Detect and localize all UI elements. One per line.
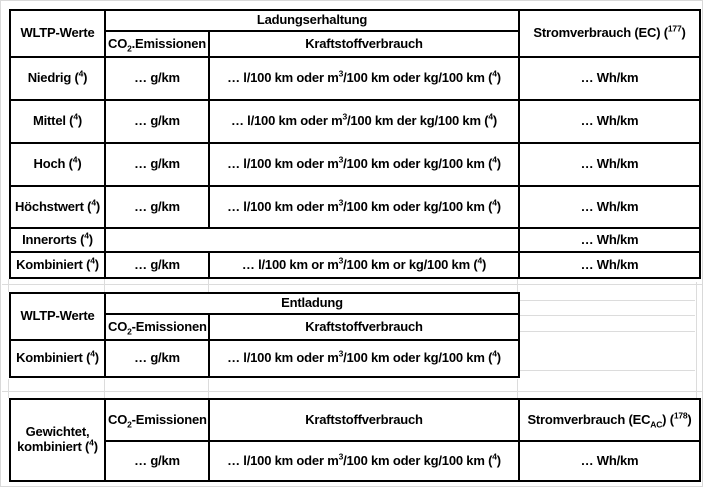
header-row-group: WLTP-Werte Entladung xyxy=(9,292,520,341)
table-gewichtet-kombiniert: Gewichtet, kombiniert (4) CO2-Emissionen… xyxy=(9,398,701,482)
cell-co2-value: … g/km xyxy=(104,99,210,144)
grid-line xyxy=(517,279,518,292)
label-line-2: kombiniert (4) xyxy=(17,437,98,454)
grid-line xyxy=(208,279,209,292)
grid-line xyxy=(2,284,702,285)
cell-ec-value: … Wh/km xyxy=(518,99,702,144)
cell-label-niedrig: Niedrig (4) xyxy=(9,56,106,101)
row-kombiniert: Kombiniert (4) … g/km … l/100 km oder m3… xyxy=(9,339,520,378)
header-kraftstoffverbrauch: Kraftstoffverbrauch xyxy=(208,313,520,341)
cell-ec-value: … Wh/km xyxy=(518,56,702,101)
cell-fuel-value: … l/100 km or m3/100 km or kg/100 km (4) xyxy=(207,251,521,279)
header-co2-emissionen: CO2.Emissionen xyxy=(104,30,210,58)
cell-label-kombiniert: Kombiniert (4) xyxy=(9,251,106,279)
cell-label-gewichtet-kombiniert: Gewichtet, kombiniert (4) xyxy=(9,398,106,482)
cell-ec-value: … Wh/km xyxy=(518,251,702,279)
header-kraftstoffverbrauch: Kraftstoffverbrauch xyxy=(208,398,520,442)
grid-line xyxy=(104,379,105,398)
grid-line xyxy=(8,379,9,398)
header-wltp-werte: WLTP-Werte xyxy=(9,9,106,58)
grid-line xyxy=(696,282,697,398)
header-wltp-werte: WLTP-Werte xyxy=(9,292,106,341)
cell-empty-merged xyxy=(103,227,521,253)
cell-ec-value: … Wh/km xyxy=(518,185,702,229)
cell-co2-value: … g/km xyxy=(104,251,210,279)
data-row: … g/km … l/100 km oder m3/100 km oder kg… xyxy=(10,440,701,482)
header-stromverbrauch-ec: Stromverbrauch (EC) (177) xyxy=(518,9,702,58)
cell-co2-value: … g/km xyxy=(104,142,210,187)
cell-fuel-value: … l/100 km oder m3/100 km oder kg/100 km… xyxy=(207,185,521,229)
header-row-sub: CO2.Emissionen Kraftstoffverbrauch xyxy=(10,30,700,58)
row-hoechstwert: Höchstwert (4) … g/km … l/100 km oder m3… xyxy=(9,185,702,229)
cell-co2-value: … g/km xyxy=(104,339,210,378)
cell-label-innerorts: Innerorts (4) xyxy=(9,227,106,253)
cell-fuel-value: … l/100 km oder m3/100 km oder kg/100 km… xyxy=(207,142,521,187)
cell-fuel-value: … l/100 km oder m3/100 km oder kg/100 km… xyxy=(208,339,520,378)
grid-line xyxy=(519,331,695,332)
grid-line xyxy=(519,315,695,316)
header-row-group: WLTP-Werte Ladungserhaltung Stromverbrau… xyxy=(9,9,702,58)
row-mittel: Mittel (4) … g/km … l/100 km oder m3/100… xyxy=(9,99,702,144)
grid-line xyxy=(517,379,518,398)
header-co2-emissionen: CO2-Emissionen xyxy=(104,398,210,442)
row-kombiniert: Kombiniert (4) … g/km … l/100 km or m3/1… xyxy=(9,251,702,279)
grid-line xyxy=(104,279,105,292)
cell-co2-value: … g/km xyxy=(104,185,210,229)
cell-ec-value: … Wh/km xyxy=(518,227,702,253)
row-innerorts: Innerorts (4) … Wh/km xyxy=(9,227,702,253)
header-co2-emissionen: CO2-Emissionen xyxy=(104,313,210,341)
cell-ec-value: … Wh/km xyxy=(518,440,701,482)
cell-fuel-value: … l/100 km oder m3/100 km der kg/100 km … xyxy=(207,99,521,144)
cell-co2-value: … g/km xyxy=(104,440,210,482)
header-kraftstoffverbrauch: Kraftstoffverbrauch xyxy=(207,30,521,58)
grid-line xyxy=(208,379,209,398)
cell-label-kombiniert: Kombiniert (4) xyxy=(9,339,106,378)
cell-label-hoechstwert: Höchstwert (4) xyxy=(9,185,106,229)
header-stromverbrauch-ecac: Stromverbrauch (ECAC) (178) xyxy=(518,398,701,442)
header-row-sub: CO2-Emissionen Kraftstoffverbrauch xyxy=(10,313,520,341)
cell-label-mittel: Mittel (4) xyxy=(9,99,106,144)
row-hoch: Hoch (4) … g/km … l/100 km oder m3/100 k… xyxy=(9,142,702,187)
grid-line xyxy=(519,370,695,371)
table-ladungserhaltung: WLTP-Werte Ladungserhaltung Stromverbrau… xyxy=(9,9,702,279)
header-ladungserhaltung: Ladungserhaltung xyxy=(103,9,521,32)
table-entladung: WLTP-Werte Entladung CO2-Emissionen Kraf… xyxy=(9,292,520,378)
cell-fuel-value: … l/100 km oder m3/100 km oder kg/100 km… xyxy=(207,56,521,101)
label-line-1: Gewichtet, xyxy=(25,424,90,440)
grid-line xyxy=(519,300,695,301)
header-row: Gewichtet, kombiniert (4) CO2-Emissionen… xyxy=(9,398,701,482)
grid-line xyxy=(2,391,702,392)
cell-label-hoch: Hoch (4) xyxy=(9,142,106,187)
grid-line xyxy=(8,279,9,292)
row-niedrig: Niedrig (4) … g/km … l/100 km oder m3/10… xyxy=(9,56,702,101)
cell-fuel-value: … l/100 km oder m3/100 km oder kg/100 km… xyxy=(208,440,520,482)
header-entladung: Entladung xyxy=(104,292,520,315)
cell-co2-value: … g/km xyxy=(104,56,210,101)
cell-ec-value: … Wh/km xyxy=(518,142,702,187)
